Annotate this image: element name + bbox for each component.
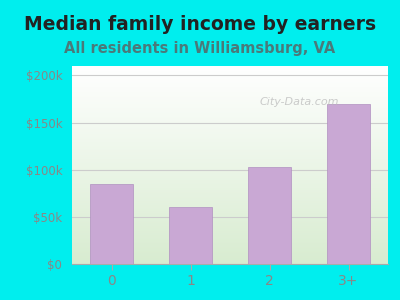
Text: Median family income by earners: Median family income by earners	[24, 15, 376, 34]
Bar	[169, 207, 212, 264]
Bar	[248, 167, 291, 264]
Bar	[327, 104, 370, 264]
Text: All residents in Williamsburg, VA: All residents in Williamsburg, VA	[64, 40, 336, 56]
Bar	[90, 184, 133, 264]
Text: City-Data.com: City-Data.com	[260, 97, 339, 106]
